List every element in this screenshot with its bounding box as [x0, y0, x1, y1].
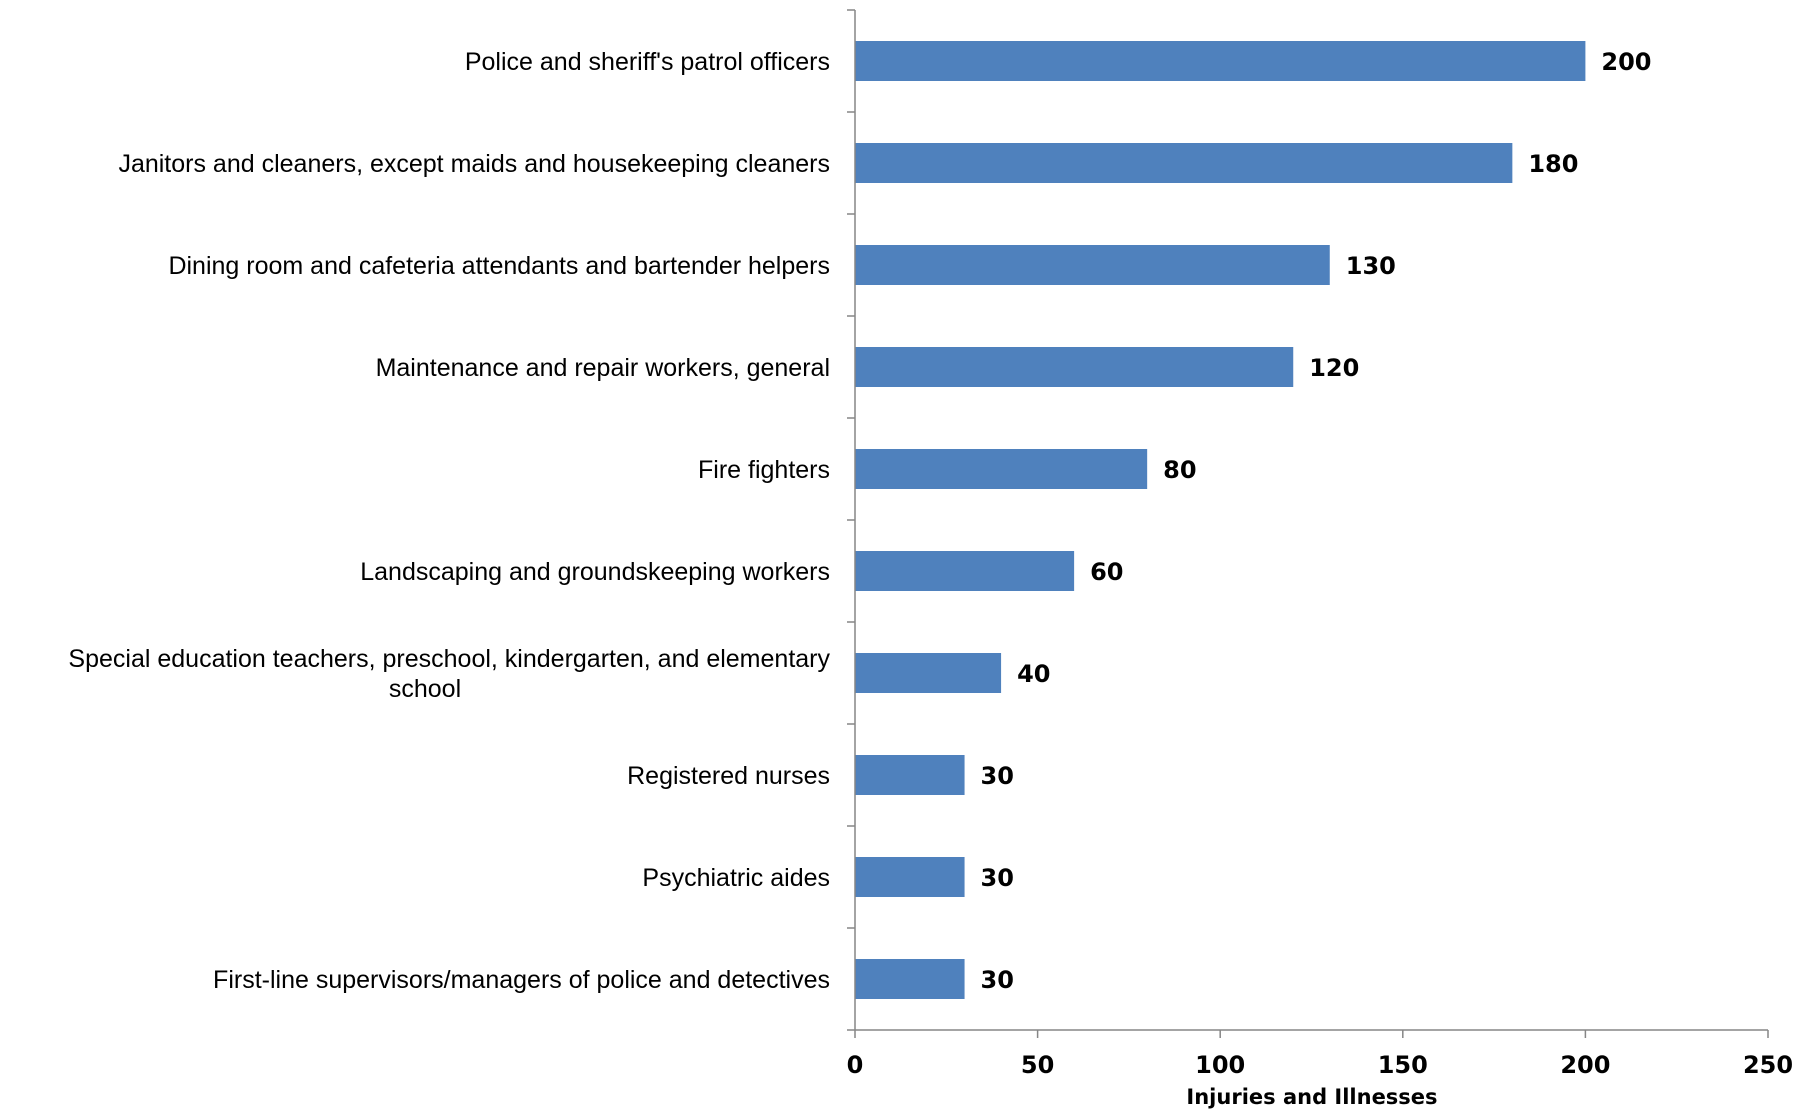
x-tick-label: 200 [1560, 1051, 1610, 1079]
category-label: Psychiatric aides [642, 864, 830, 892]
bar [855, 347, 1294, 387]
category-label: Landscaping and groundskeeping workers [360, 558, 830, 586]
category-label: Janitors and cleaners, except maids and … [118, 150, 830, 178]
axes [847, 9, 1769, 1038]
category-label: First-line supervisors/managers of polic… [213, 966, 830, 994]
category-label: school [389, 675, 461, 703]
bar [855, 143, 1513, 183]
value-label: 30 [981, 966, 1014, 994]
value-label: 30 [981, 762, 1014, 790]
x-tick-label: 150 [1378, 1051, 1428, 1079]
value-label: 80 [1163, 456, 1196, 484]
x-tick-label: 250 [1743, 1051, 1793, 1079]
category-label: Fire fighters [698, 456, 830, 484]
category-label: Registered nurses [627, 762, 830, 790]
x-tick-label: 50 [1021, 1051, 1054, 1079]
bar [855, 959, 965, 999]
x-tick-label: 100 [1195, 1051, 1245, 1079]
x-axis-title: Injuries and Illnesses [1186, 1085, 1437, 1109]
x-tick-labels: 0 50 100 150 200 250 [847, 1051, 1793, 1079]
bar [855, 449, 1148, 489]
value-label: 200 [1601, 48, 1651, 76]
value-label: 120 [1309, 354, 1359, 382]
bar [855, 551, 1075, 591]
value-label: 60 [1090, 558, 1123, 586]
bars [855, 41, 1586, 999]
x-tick-label: 0 [847, 1051, 864, 1079]
bar [855, 653, 1002, 693]
value-label: 130 [1346, 252, 1396, 280]
category-labels: Police and sheriff's patrol officers Jani… [68, 48, 830, 994]
category-label: Maintenance and repair workers, general [376, 354, 830, 382]
category-label: Special education teachers, preschool, k… [68, 645, 830, 673]
value-label: 30 [981, 864, 1014, 892]
bar [855, 41, 1586, 81]
value-label: 180 [1528, 150, 1578, 178]
value-labels: 200 180 130 120 80 60 40 30 30 30 [981, 48, 1652, 994]
bar [855, 755, 965, 795]
bar [855, 245, 1330, 285]
value-label: 40 [1017, 660, 1050, 688]
bar [855, 857, 965, 897]
category-label: Police and sheriff's patrol officers [465, 48, 830, 76]
category-label: Dining room and cafeteria attendants and… [168, 252, 830, 280]
